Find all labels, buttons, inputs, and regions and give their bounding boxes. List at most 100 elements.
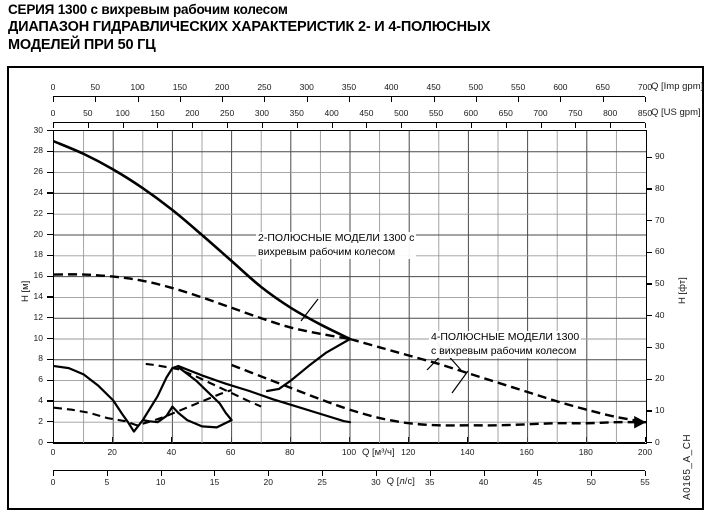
axis-tick-label: 350 <box>341 82 357 92</box>
axis-tick <box>645 471 646 477</box>
axis-tick <box>47 338 53 340</box>
axis-tick <box>306 97 308 103</box>
axis-tick <box>537 471 539 477</box>
axis-caption-ls: Q [л/с] <box>386 476 415 487</box>
curve-series <box>54 388 232 427</box>
axis-tick <box>112 437 114 442</box>
axis-tick-label: 5 <box>104 477 110 487</box>
axis-tick-label: 50 <box>90 82 101 92</box>
axis-tick <box>106 471 108 477</box>
axis-tick <box>518 97 520 103</box>
axis-tick-label: 18 <box>33 249 43 260</box>
axis-tick <box>53 471 54 477</box>
axis-tick-label: 450 <box>359 108 374 118</box>
axis-tick <box>47 358 53 361</box>
curve-series <box>141 365 233 429</box>
axis-tick-label: 500 <box>468 82 483 92</box>
axis-tick-label: 50 <box>586 477 596 487</box>
axis-tick-label: 300 <box>254 108 270 118</box>
axis-tick-label: 12 <box>33 311 43 322</box>
axis-tick-label: 35 <box>424 477 435 487</box>
curve-series <box>145 362 262 408</box>
axis-tick <box>483 471 485 477</box>
axis-tick-label: 150 <box>150 108 165 118</box>
axis-tick <box>349 97 350 103</box>
annotation-four-pole-line2: с вихревым рабочим колесом <box>431 344 577 357</box>
axis-tick <box>575 123 577 129</box>
axis-tick-label: 28 <box>33 145 43 156</box>
annotation-two-pole: 2-ПОЛЮСНЫЕ МОДЕЛИ 1300 с вихревым рабочи… <box>256 232 417 259</box>
curve-series <box>177 364 352 424</box>
axis-tick-label: 400 <box>384 82 399 92</box>
axis-tick <box>610 123 612 129</box>
chart-frame <box>7 66 704 510</box>
axis-tick-label: 10 <box>155 477 166 487</box>
axis-tick <box>645 437 646 442</box>
axis-tick-label: 50 <box>655 277 665 288</box>
axis-tick-label: 180 <box>578 447 593 457</box>
axis-tick-label: 22 <box>33 207 43 218</box>
axis-tick-label: 20 <box>33 228 43 239</box>
axis-tick-label: 100 <box>130 82 145 92</box>
axis-tick-label: 250 <box>220 108 235 118</box>
axis-tick-label: 150 <box>172 82 187 92</box>
axis-tick-label: 200 <box>185 108 200 118</box>
axis-tick-label: 30 <box>371 477 381 487</box>
axis-tick-label: 0 <box>50 108 56 118</box>
document-code: A0165_A_CH <box>682 433 693 500</box>
curve-series <box>54 140 352 341</box>
axis-tick <box>47 400 53 402</box>
axis-tick-label: 500 <box>394 108 409 118</box>
axis-caption-m3h: Q [м³/ч] <box>362 447 395 458</box>
axis-tick-label: 60 <box>225 447 236 457</box>
axis-tick-label: 350 <box>289 108 304 118</box>
axis-tick <box>429 471 431 477</box>
curve-series <box>54 364 180 433</box>
axis-tick <box>602 97 604 103</box>
axis-tick-label: 650 <box>595 82 610 92</box>
axis-tick <box>47 171 53 173</box>
axis-tick-label: 80 <box>655 182 665 193</box>
axis-bottom-m3h: 0 20 40 60 80 100 120 140 160 180 200 <box>51 437 652 464</box>
axis-tick <box>47 379 53 381</box>
axis-tick-label: 45 <box>532 477 543 487</box>
axis-tick <box>433 97 435 103</box>
axis-tick <box>122 123 124 129</box>
axis-tick-label: 10 <box>33 332 43 343</box>
curve-series <box>231 363 646 427</box>
axis-tick-label: 550 <box>428 108 444 118</box>
axis-tick-label: 0 <box>655 436 660 447</box>
axis-tick-label: 0 <box>50 447 56 457</box>
axis-tick <box>47 234 53 236</box>
curve-series <box>349 337 646 424</box>
axis-tick <box>53 97 54 103</box>
axis-tick-label: 70 <box>655 214 665 225</box>
axis-tick <box>322 471 324 477</box>
plot-area <box>53 130 647 444</box>
axis-tick <box>646 346 652 349</box>
axis-tick-label: 100 <box>341 447 357 457</box>
leader-line-four-pole-a <box>451 370 469 394</box>
axis-tick <box>230 437 232 442</box>
axis-tick <box>47 192 53 194</box>
axis-right-head-ft: 0 10 20 30 40 50 60 70 80 90 <box>645 130 664 447</box>
axis-tick-label: 650 <box>498 108 513 118</box>
axis-tick <box>179 97 181 103</box>
axis-tick <box>47 130 53 132</box>
axis-caption-head-m: H [м] <box>20 280 31 302</box>
axis-tick-label: 250 <box>257 82 272 92</box>
axis-top-us-gpm: 0 50 100 150 200 250 300 350 400 450 500 550 600 650 7… <box>51 108 652 130</box>
axis-tick-label: 550 <box>511 82 526 92</box>
axis-bot-m3-line <box>53 442 645 444</box>
axis-tick-label: 30 <box>33 124 43 135</box>
axis-tick <box>401 123 403 129</box>
axis-tick-label: 4 <box>38 394 43 405</box>
axis-tick <box>261 123 263 129</box>
axis-tick-label: 90 <box>655 151 665 162</box>
axis-tick <box>289 437 291 442</box>
axis-tick <box>222 97 224 103</box>
axis-tick-label: 700 <box>637 82 653 92</box>
axis-tick-label: 20 <box>655 373 665 384</box>
axis-tick-label: 120 <box>401 447 416 457</box>
axis-tick <box>646 220 652 222</box>
